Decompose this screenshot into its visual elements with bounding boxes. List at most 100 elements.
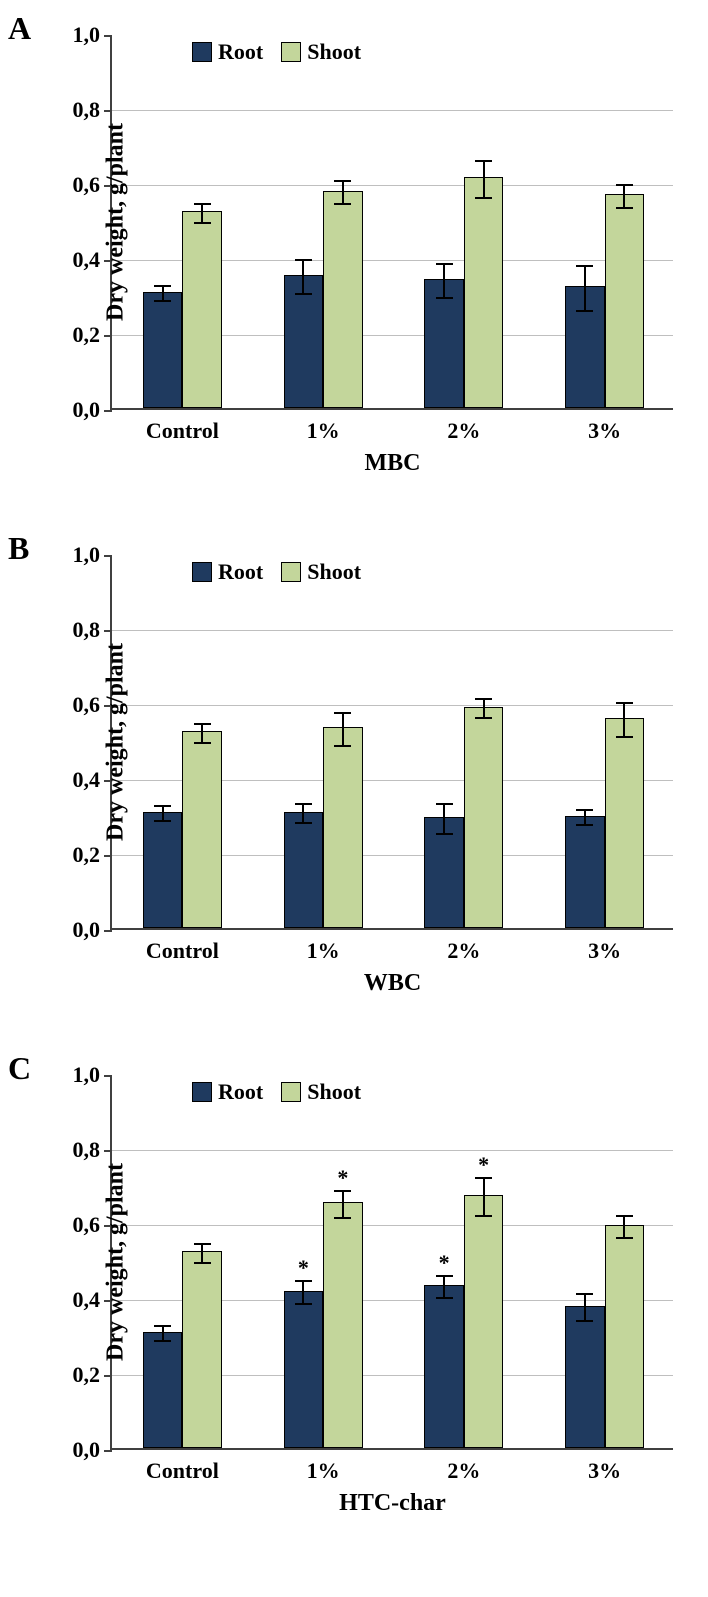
error-cap: [436, 263, 453, 265]
error-cap: [616, 1237, 633, 1239]
error-bar: [342, 181, 344, 204]
grid-line: [112, 630, 673, 631]
y-axis-title: Dry weight, g/plant: [103, 123, 130, 321]
error-bar: [162, 1326, 164, 1341]
bar-shoot: [323, 1202, 362, 1448]
bar-shoot: [182, 211, 221, 408]
error-bar: [201, 724, 203, 743]
y-tick: [104, 35, 112, 37]
plot-area: 0,00,20,40,60,81,0Dry weight, g/plantCon…: [110, 35, 673, 410]
y-tick: [104, 1075, 112, 1077]
grid-line: [112, 185, 673, 186]
x-tick-label: 1%: [307, 418, 340, 444]
y-tick-label: 0,0: [73, 917, 101, 943]
error-cap: [334, 1217, 351, 1219]
significance-marker: *: [337, 1165, 348, 1191]
legend: RootShoot: [192, 559, 361, 585]
y-tick: [104, 930, 112, 932]
y-tick: [104, 1450, 112, 1452]
error-cap: [295, 293, 312, 295]
error-cap: [194, 723, 211, 725]
bar-root: [284, 1291, 323, 1449]
grid-line: [112, 110, 673, 111]
y-tick: [104, 855, 112, 857]
y-tick-label: 0,0: [73, 397, 101, 423]
grid-line: [112, 1150, 673, 1151]
error-bar: [443, 264, 445, 298]
y-tick-label: 0,6: [73, 172, 101, 198]
error-cap: [475, 197, 492, 199]
bar-shoot: [182, 731, 221, 928]
error-bar: [623, 185, 625, 208]
y-axis-title: Dry weight, g/plant: [103, 643, 130, 841]
panel-letter: C: [8, 1050, 31, 1087]
error-cap: [475, 1215, 492, 1217]
error-bar: [302, 260, 304, 294]
plot-area: 0,00,20,40,60,81,0Dry weight, g/plantCon…: [110, 555, 673, 930]
x-tick-label: 2%: [447, 418, 480, 444]
error-cap: [576, 1320, 593, 1322]
plot-area: 0,00,20,40,60,81,0Dry weight, g/plantCon…: [110, 1075, 673, 1450]
x-tick-label: 2%: [447, 938, 480, 964]
error-cap: [436, 297, 453, 299]
y-tick-label: 0,8: [73, 97, 101, 123]
bar-shoot: [323, 191, 362, 409]
legend-label: Shoot: [307, 39, 361, 65]
legend-swatch: [192, 562, 212, 582]
figure-container: A0,00,20,40,60,81,0Dry weight, g/plantCo…: [0, 0, 708, 1580]
error-cap: [576, 310, 593, 312]
y-tick-label: 0,8: [73, 617, 101, 643]
grid-line: [112, 705, 673, 706]
y-tick-label: 1,0: [73, 542, 101, 568]
error-cap: [295, 803, 312, 805]
error-cap: [194, 742, 211, 744]
significance-marker: *: [439, 1250, 450, 1276]
y-tick-label: 0,0: [73, 1437, 101, 1463]
error-cap: [616, 736, 633, 738]
error-cap: [436, 803, 453, 805]
bar-shoot: [605, 718, 644, 928]
error-cap: [295, 259, 312, 261]
error-cap: [334, 180, 351, 182]
y-tick: [104, 555, 112, 557]
panel-B: B0,00,20,40,60,81,0Dry weight, g/plantCo…: [0, 530, 708, 1030]
error-cap: [576, 824, 593, 826]
x-tick-label: 1%: [307, 1458, 340, 1484]
y-tick-label: 0,4: [73, 247, 101, 273]
error-cap: [154, 820, 171, 822]
error-cap: [616, 207, 633, 209]
error-cap: [334, 203, 351, 205]
error-cap: [616, 702, 633, 704]
y-tick: [104, 630, 112, 632]
legend-item: Root: [192, 1079, 263, 1105]
x-tick-label: 3%: [588, 938, 621, 964]
x-tick-label: 2%: [447, 1458, 480, 1484]
y-tick-label: 1,0: [73, 22, 101, 48]
legend-item: Shoot: [281, 39, 361, 65]
y-tick: [104, 110, 112, 112]
y-tick: [104, 335, 112, 337]
error-cap: [154, 1340, 171, 1342]
error-cap: [194, 1262, 211, 1264]
error-bar: [483, 1178, 485, 1216]
error-bar: [201, 204, 203, 223]
bar-shoot: [323, 727, 362, 928]
bar-root: [284, 812, 323, 928]
error-cap: [154, 1325, 171, 1327]
bar-root: [424, 1285, 463, 1448]
x-tick-label: Control: [146, 418, 219, 444]
bar-root: [143, 1332, 182, 1448]
legend-label: Shoot: [307, 1079, 361, 1105]
legend: RootShoot: [192, 39, 361, 65]
error-cap: [194, 1243, 211, 1245]
grid-line: [112, 1225, 673, 1226]
error-bar: [342, 1191, 344, 1217]
error-cap: [576, 809, 593, 811]
error-cap: [295, 822, 312, 824]
panel-A: A0,00,20,40,60,81,0Dry weight, g/plantCo…: [0, 10, 708, 510]
error-cap: [334, 712, 351, 714]
error-cap: [154, 300, 171, 302]
legend-swatch: [281, 1082, 301, 1102]
x-axis-title: MBC: [365, 450, 421, 477]
x-tick-label: 1%: [307, 938, 340, 964]
